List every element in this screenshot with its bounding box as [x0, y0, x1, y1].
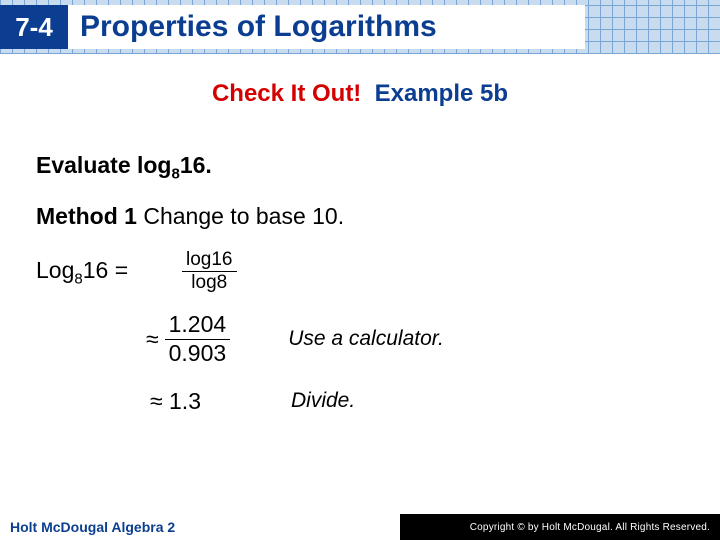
equation-lhs: Log816 =: [36, 257, 176, 288]
equation-row: Log816 = log16 log8: [36, 250, 684, 295]
prompt-prefix: Evaluate log: [36, 152, 171, 178]
step2-row: ≈ 1.204 0.903 Use a calculator.: [36, 312, 684, 366]
step2-explain: Use a calculator.: [288, 327, 444, 351]
lhs-prefix: Log: [36, 257, 74, 283]
decimal-denominator: 0.903: [165, 340, 231, 366]
method-line: Method 1 Change to base 10.: [36, 203, 684, 230]
lesson-number-badge: 7-4: [0, 5, 68, 49]
approx-block: ≈ 1.204 0.903: [146, 312, 230, 366]
slide-content: Evaluate log816. Method 1 Change to base…: [0, 152, 720, 415]
lesson-title: Properties of Logarithms: [80, 10, 437, 44]
method-label: Method 1: [36, 203, 137, 229]
step3-row: ≈ 1.3 Divide.: [36, 388, 684, 415]
decimal-numerator: 1.204: [165, 312, 231, 339]
check-it-out-label: Check It Out!: [212, 80, 361, 107]
step3-explain: Divide.: [291, 389, 355, 413]
slide-header: 7-4 Properties of Logarithms: [0, 0, 720, 54]
fraction-denominator: log8: [187, 272, 231, 294]
title-bar: 7-4 Properties of Logarithms: [0, 5, 585, 49]
footer-book-title: Holt McDougal Algebra 2: [0, 519, 175, 535]
approx-symbol: ≈: [146, 326, 159, 353]
fraction-decimal: 1.204 0.903: [165, 312, 231, 366]
example-label: Example 5b: [368, 80, 508, 107]
method-text: Change to base 10.: [137, 203, 344, 229]
evaluate-prompt: Evaluate log816.: [36, 152, 684, 183]
prompt-base: 8: [171, 166, 179, 183]
fraction-numerator: log16: [182, 250, 237, 273]
prompt-arg: 16.: [180, 152, 212, 178]
subtitle: Check It Out! Example 5b: [0, 80, 720, 108]
slide-footer: Holt McDougal Algebra 2 Copyright © by H…: [0, 514, 720, 540]
lhs-base: 8: [74, 270, 82, 287]
final-result: ≈ 1.3: [150, 388, 201, 415]
footer-copyright: Copyright © by Holt McDougal. All Rights…: [400, 514, 720, 540]
lhs-arg: 16 =: [83, 257, 128, 283]
fraction-changeofbase: log16 log8: [182, 250, 237, 295]
